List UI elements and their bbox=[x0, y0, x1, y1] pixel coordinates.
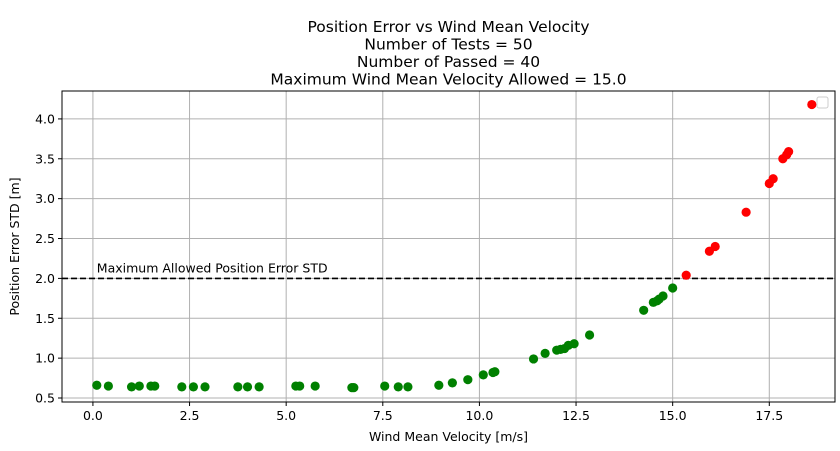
threshold-label: Maximum Allowed Position Error STD bbox=[97, 260, 328, 275]
title-line: Maximum Wind Mean Velocity Allowed = 15.… bbox=[270, 71, 626, 89]
data-point bbox=[103, 381, 113, 391]
data-point bbox=[242, 382, 253, 392]
data-point bbox=[668, 283, 678, 293]
data-point bbox=[254, 382, 264, 392]
title-line: Number of Tests = 50 bbox=[364, 36, 532, 54]
data-point bbox=[768, 174, 778, 184]
y-tick-label: 3.0 bbox=[35, 191, 55, 206]
data-point bbox=[310, 381, 320, 391]
data-point bbox=[200, 382, 210, 392]
x-tick-label: 10.0 bbox=[465, 408, 493, 423]
data-point bbox=[380, 381, 390, 391]
title-line: Position Error vs Wind Mean Velocity bbox=[307, 18, 589, 36]
data-point bbox=[188, 382, 199, 392]
title-line: Number of Passed = 40 bbox=[357, 53, 540, 71]
y-tick-label: 1.5 bbox=[35, 311, 55, 326]
data-point bbox=[134, 381, 144, 391]
data-point bbox=[710, 241, 720, 252]
data-point bbox=[434, 380, 444, 390]
y-tick-label: 2.5 bbox=[35, 231, 55, 246]
data-point bbox=[150, 381, 160, 391]
data-point bbox=[490, 367, 500, 377]
data-point bbox=[741, 207, 751, 217]
legend-box bbox=[816, 96, 829, 109]
data-point bbox=[233, 382, 243, 392]
x-tick-label: 15.0 bbox=[659, 408, 687, 423]
data-point bbox=[584, 330, 595, 340]
x-tick-label: 12.5 bbox=[562, 408, 590, 423]
data-point bbox=[403, 382, 413, 392]
data-point bbox=[447, 378, 457, 388]
y-tick-label: 3.5 bbox=[35, 151, 55, 166]
x-tick-label: 0.0 bbox=[83, 408, 103, 423]
x-tick-label: 5.0 bbox=[276, 408, 296, 423]
data-point bbox=[658, 291, 668, 301]
x-tick-label: 7.5 bbox=[373, 408, 393, 423]
data-point bbox=[126, 382, 137, 392]
data-point bbox=[463, 375, 473, 385]
data-point bbox=[92, 380, 102, 390]
data-point bbox=[569, 339, 579, 349]
data-point bbox=[639, 305, 649, 315]
y-tick-label: 1.0 bbox=[35, 351, 55, 366]
data-point bbox=[540, 348, 550, 358]
data-point bbox=[177, 382, 187, 392]
threshold: Maximum Allowed Position Error STD bbox=[62, 260, 835, 280]
y-axis-ticks: 0.5 1.0 1.5 2.0 2.5 3.0 3.5 4.0 bbox=[35, 111, 62, 406]
plot-frame bbox=[61, 90, 836, 403]
y-tick-label: 2.0 bbox=[35, 271, 55, 286]
data-point bbox=[528, 354, 539, 364]
y-axis-label: Position Error STD [m] bbox=[7, 177, 22, 315]
data-points bbox=[92, 99, 817, 393]
data-point bbox=[784, 147, 794, 157]
data-point bbox=[393, 382, 403, 392]
y-tick-label: 4.0 bbox=[35, 111, 55, 126]
data-point bbox=[295, 381, 305, 391]
x-tick-label: 2.5 bbox=[180, 408, 200, 423]
x-axis-label: Wind Mean Velocity [m/s] bbox=[369, 429, 528, 444]
chart-title: Position Error vs Wind Mean VelocityNumb… bbox=[270, 18, 626, 89]
data-point bbox=[349, 383, 359, 393]
y-tick-label: 0.5 bbox=[35, 391, 55, 406]
x-axis-ticks: 0.0 2.5 5.0 7.5 10.0 12.5 15.0 17.5 bbox=[83, 402, 783, 423]
data-point bbox=[681, 270, 691, 280]
data-point bbox=[807, 99, 817, 110]
x-tick-label: 17.5 bbox=[755, 408, 783, 423]
data-point bbox=[478, 370, 488, 380]
